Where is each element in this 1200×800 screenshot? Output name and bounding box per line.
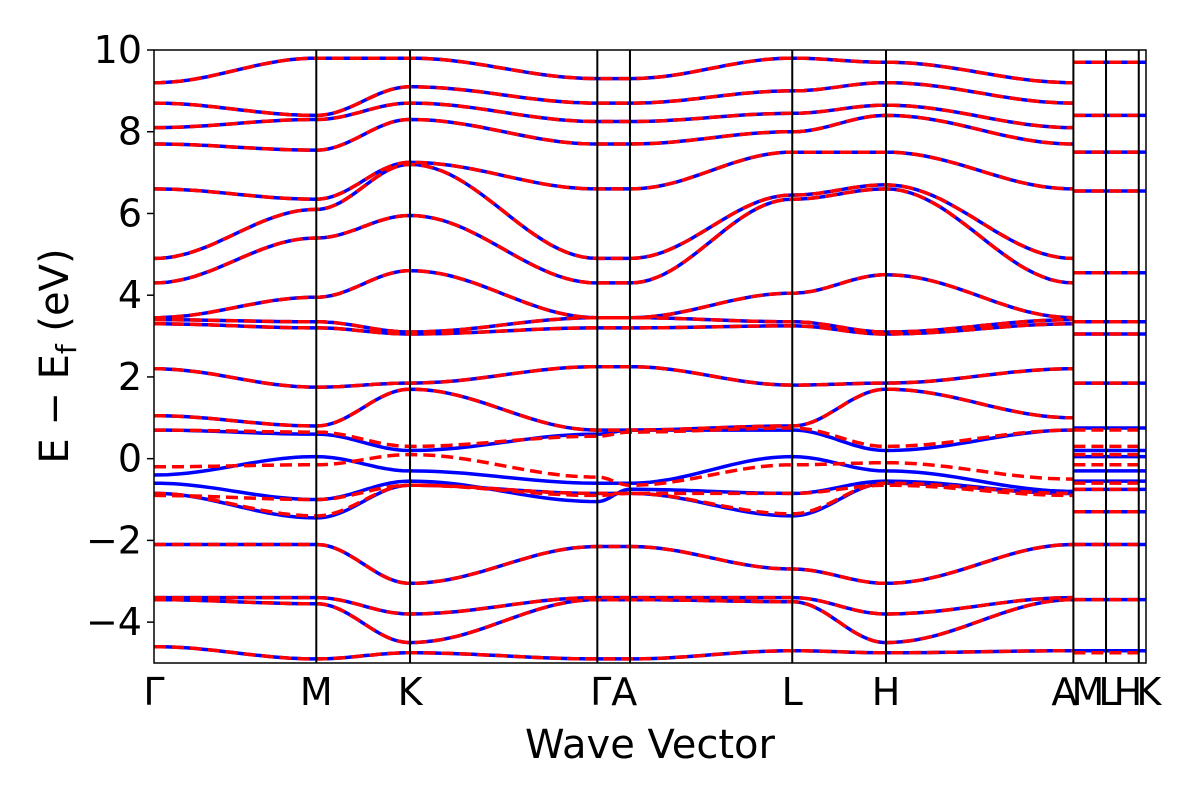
y-axis-label-main: E − E <box>32 354 78 464</box>
y-tick-label: 6 <box>118 191 142 235</box>
x-axis-ticks: Γ M K ΓA L H AMLHK <box>143 670 1162 714</box>
spin-down-band-11 <box>154 315 1074 334</box>
high-symmetry-lines <box>315 50 1140 663</box>
spin-up-band-8 <box>154 387 1074 432</box>
spin-down-band-18 <box>154 80 1074 118</box>
y-tick-label: 4 <box>118 273 142 317</box>
spin-down-band-4 <box>154 481 1074 518</box>
spin-down-band-13 <box>154 187 1074 285</box>
spin-down-band-9 <box>154 364 1074 389</box>
spin-up-band-6 <box>154 454 1074 494</box>
spin-down-band-5 <box>154 483 1074 502</box>
spin-up-band-19 <box>154 56 1074 85</box>
spin-up-band-1 <box>154 597 1074 645</box>
y-axis-label: E − Ef (eV) <box>32 248 83 463</box>
y-axis-label-sub: f <box>50 343 83 354</box>
spin-down-band-12 <box>154 268 1074 320</box>
y-tick-label: −2 <box>86 518 142 562</box>
x-axis-label: Wave Vector <box>525 722 776 768</box>
x-tick-label: M <box>300 670 333 714</box>
spin-up-band-9 <box>154 364 1074 389</box>
spin-down-band-19 <box>154 56 1074 85</box>
y-axis-label-unit: (eV) <box>32 248 78 344</box>
x-tick-label: ΓA <box>590 670 637 714</box>
spin-down-band-6 <box>154 452 1074 487</box>
y-tick-label: 8 <box>118 110 142 154</box>
spin-down-band-3 <box>154 542 1074 586</box>
spin-down-band-0 <box>154 644 1074 661</box>
y-tick-label: 0 <box>118 437 142 481</box>
spin-down-band-15 <box>154 150 1074 201</box>
spin-down-band-7 <box>154 426 1074 449</box>
spin-up-band-7 <box>154 428 1074 453</box>
spin-down-bands <box>154 56 1146 661</box>
x-tick-label: L <box>782 670 803 714</box>
plot-frame <box>153 49 1147 664</box>
spin-down-band-14 <box>154 162 1074 261</box>
x-tick-label: Γ <box>143 670 164 714</box>
spin-down-band-10 <box>154 322 1074 336</box>
x-tick-label: K <box>398 670 424 714</box>
y-tick-label: −4 <box>86 600 142 644</box>
spin-down-band-17 <box>154 101 1074 130</box>
spin-up-band-12 <box>154 268 1074 320</box>
spin-down-band-1 <box>154 597 1074 645</box>
y-tick-label: 2 <box>118 355 142 399</box>
x-tick-label: AMLHK <box>1051 670 1162 714</box>
y-axis-ticks: −4 −2 0 2 4 6 8 10 <box>86 28 154 644</box>
spin-down-band-2 <box>154 595 1074 616</box>
spin-down-band-8 <box>154 387 1074 432</box>
spin-down-band-16 <box>154 113 1074 152</box>
y-tick-label: 10 <box>94 28 142 72</box>
x-tick-label: H <box>872 670 901 714</box>
